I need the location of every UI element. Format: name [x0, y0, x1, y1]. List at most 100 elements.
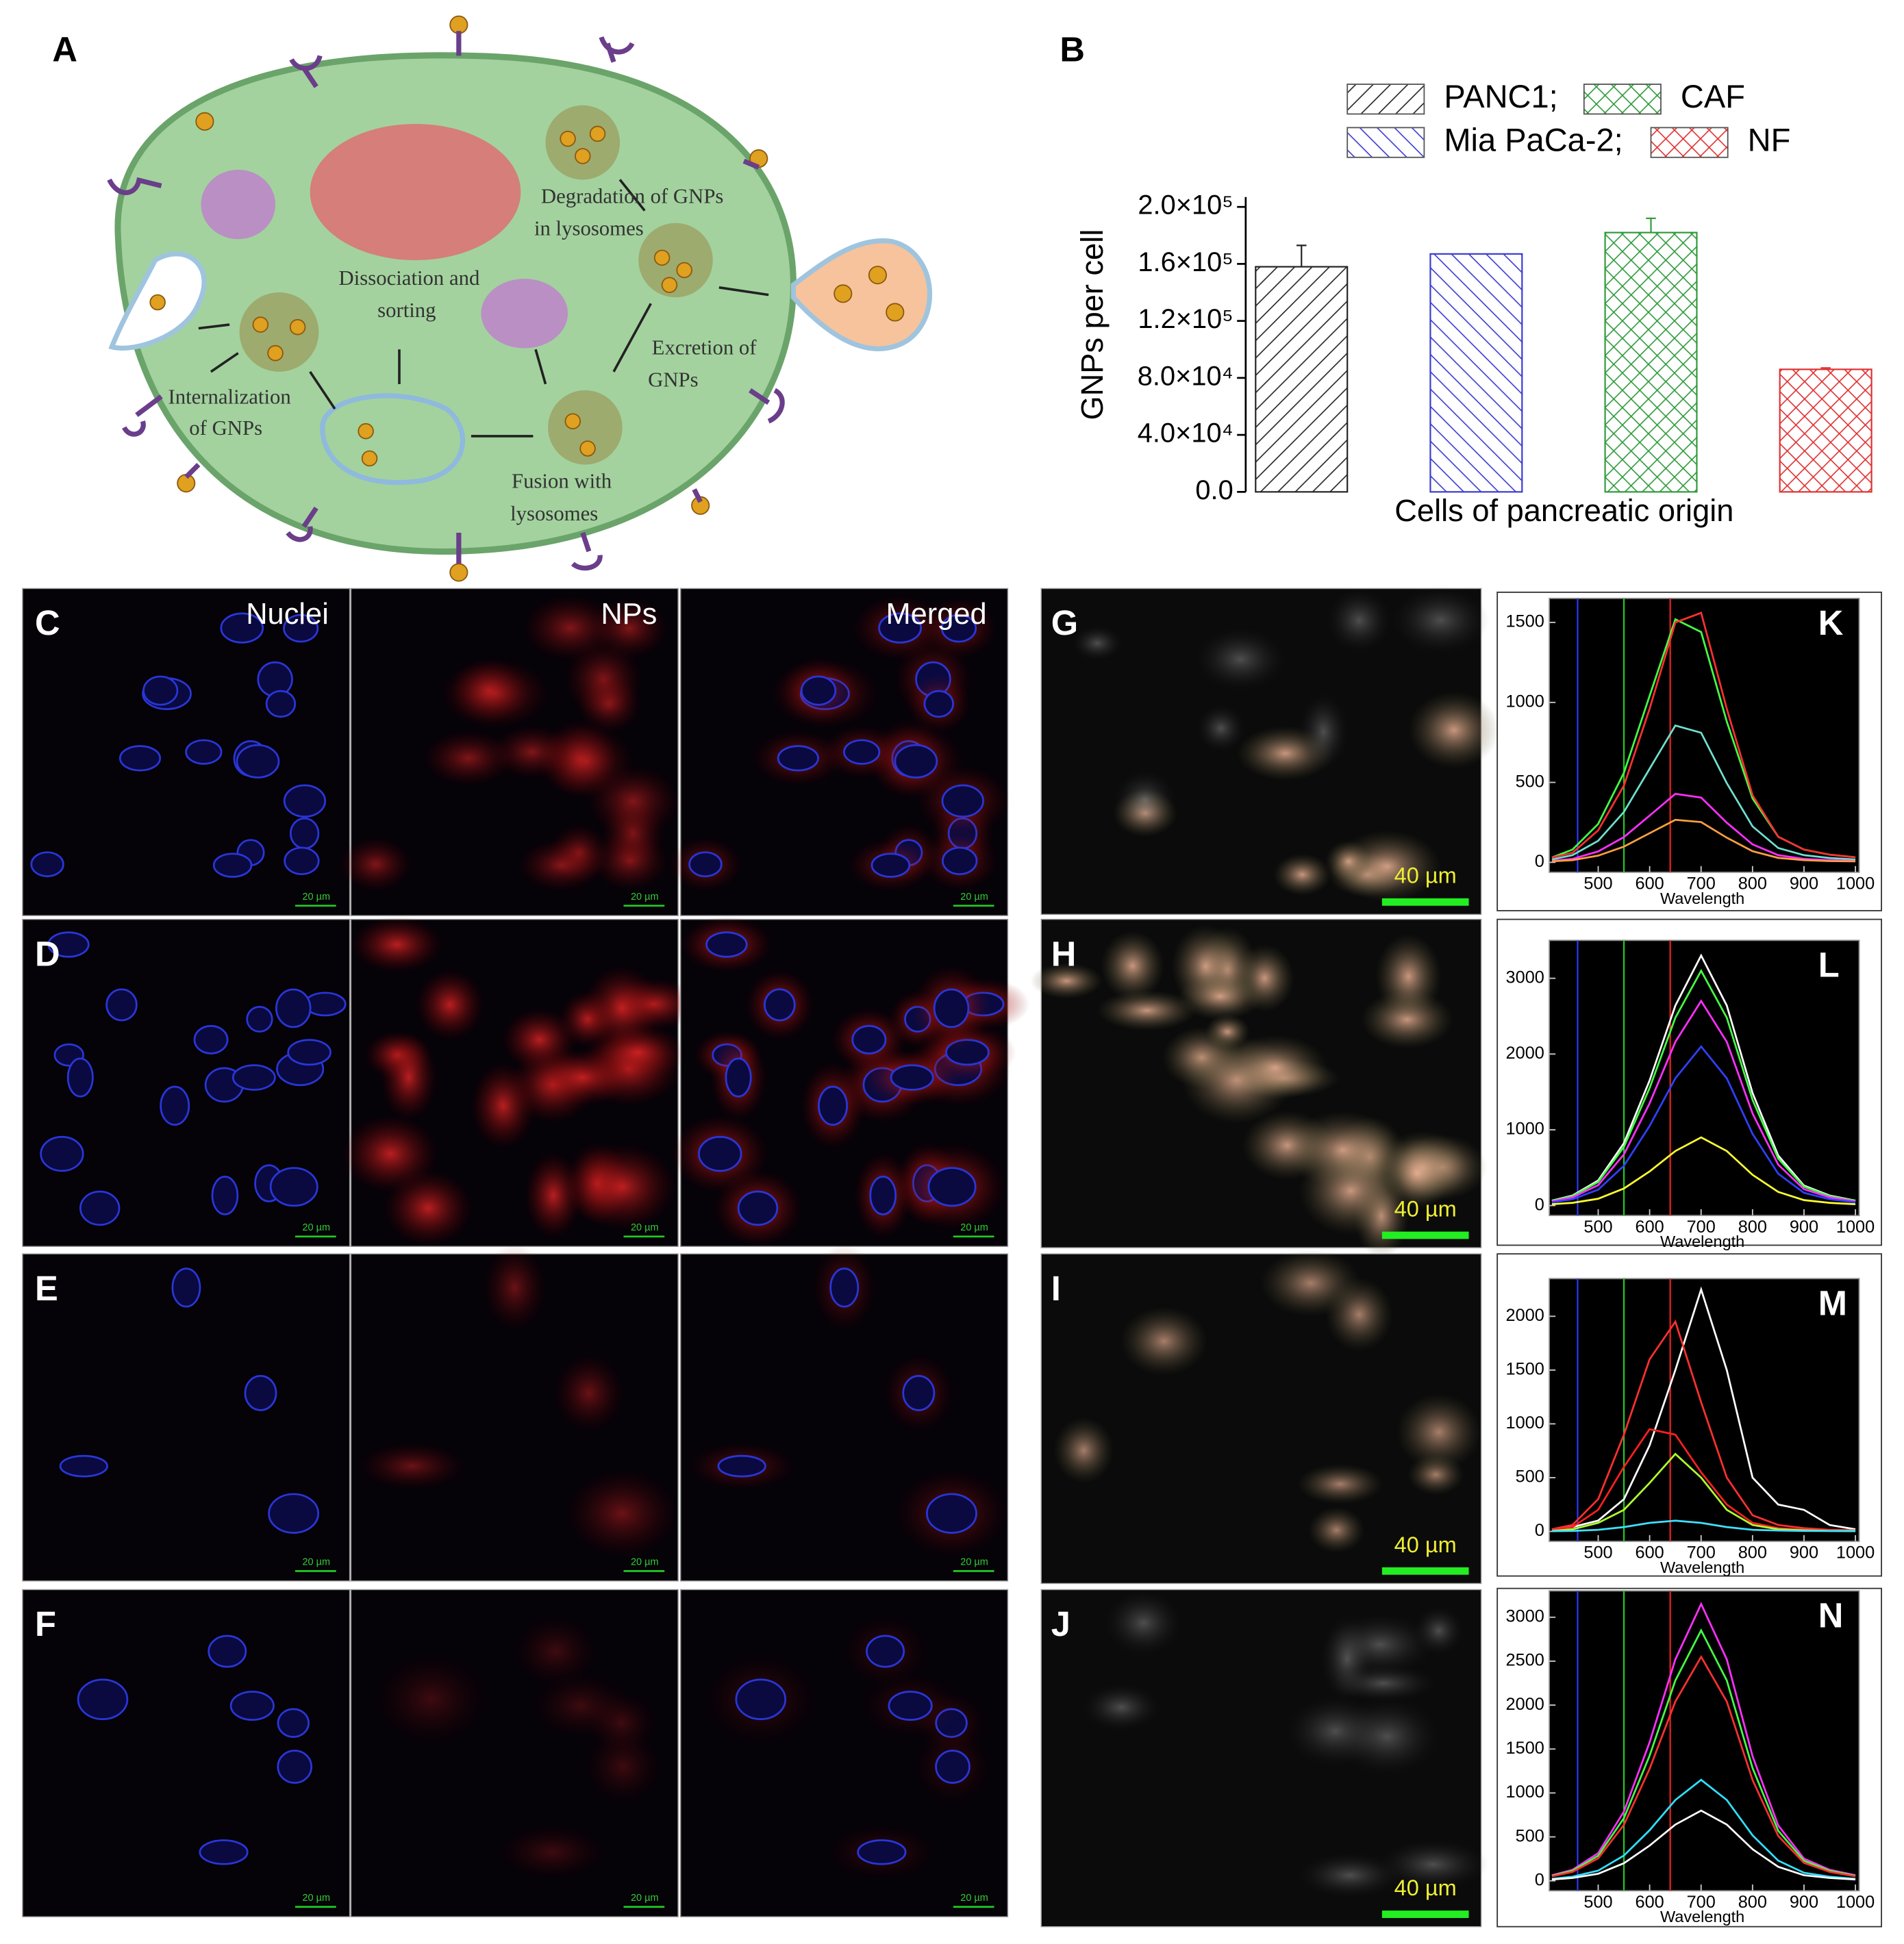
- np-signal: [497, 1824, 607, 1880]
- nucleus: [857, 1839, 907, 1865]
- y-tick-label: 0: [1535, 1521, 1544, 1540]
- cell: [1273, 853, 1331, 896]
- y-tick-label: 2500: [1506, 1651, 1544, 1670]
- np-signal: [338, 836, 413, 892]
- receptors: [107, 31, 785, 571]
- np-signal: [531, 1673, 630, 1739]
- micrograph-content: [704, 1615, 992, 1880]
- np-signal: [582, 965, 661, 1052]
- nucleus: [284, 846, 320, 875]
- panel-label: C: [35, 603, 60, 642]
- x-axis-title: Wavelength: [1660, 889, 1744, 907]
- cell: [1396, 1393, 1482, 1471]
- spectrum-line: [1551, 1628, 1856, 1877]
- x-tick-label: 900: [1790, 1217, 1818, 1237]
- np-signal: [584, 1730, 662, 1804]
- organelle: [201, 169, 276, 240]
- cell: [1375, 933, 1442, 1019]
- bar: [1255, 266, 1349, 493]
- nucleus: [287, 1039, 331, 1066]
- y-tick-label: 1500: [1506, 612, 1544, 631]
- nucleus: [160, 1085, 190, 1126]
- legend-label: PANC1;: [1444, 78, 1557, 114]
- spectrum-line: [1551, 1136, 1856, 1205]
- legend-swatch: [1650, 127, 1729, 158]
- spectrum-line: [1551, 818, 1856, 863]
- cell-diagram: A: [52, 15, 932, 582]
- x-tick-label: 700: [1687, 1543, 1716, 1563]
- np-signal: [565, 1469, 679, 1558]
- nucleus: [277, 1750, 313, 1784]
- panel-label: K: [1818, 603, 1844, 642]
- spectrum-line: [1551, 1045, 1856, 1204]
- nucleus: [40, 1135, 84, 1172]
- panel-label: D: [35, 934, 60, 973]
- cell: [1326, 588, 1392, 653]
- error-bar: [1646, 217, 1656, 233]
- nucleus: [211, 1175, 239, 1215]
- nucleus: [725, 1057, 752, 1098]
- cell: [1097, 990, 1197, 1031]
- x-tick-label: 600: [1635, 874, 1664, 894]
- spectrum-line: [1551, 792, 1856, 862]
- np-signal: [358, 1442, 466, 1490]
- nucleus: [246, 1005, 273, 1033]
- x-tick-label: 700: [1687, 1893, 1716, 1912]
- y-tick-label: 1.6×10⁵: [1138, 247, 1233, 277]
- nucleus: [244, 1375, 277, 1411]
- nucleus: [698, 1135, 742, 1172]
- cell: [1320, 1615, 1374, 1702]
- nucleus: [902, 1375, 936, 1411]
- cell: [1297, 1852, 1402, 1898]
- np-signal: [422, 730, 515, 787]
- micrograph-content: [374, 1615, 662, 1880]
- spectrum-line: [1551, 1519, 1856, 1532]
- nucleus: [30, 851, 64, 878]
- scale-label: 40 µm: [1394, 863, 1457, 888]
- scale-label: 20 µm: [960, 1222, 988, 1233]
- nucleus: [275, 988, 312, 1028]
- nucleus: [801, 675, 837, 706]
- y-tick-label: 2000: [1506, 1695, 1544, 1714]
- y-tick-label: 2.0×10⁵: [1138, 190, 1233, 220]
- cell: [1072, 625, 1123, 661]
- nucleus: [818, 1085, 848, 1126]
- x-tick-label: 800: [1738, 1217, 1767, 1237]
- micrograph-content: [77, 1634, 313, 1865]
- nucleus: [870, 853, 911, 878]
- cell: [1223, 1035, 1328, 1100]
- nucleus: [866, 1634, 905, 1668]
- bar: [1604, 231, 1698, 493]
- organelle: [481, 279, 568, 349]
- cell: [1377, 1839, 1489, 1890]
- np-signal: [586, 765, 680, 837]
- np-signal: [415, 969, 485, 1041]
- gnps: [149, 15, 905, 582]
- diagram-label: GNPs: [648, 368, 698, 391]
- nucleus: [142, 675, 179, 706]
- spectrum-line: [1551, 1654, 1856, 1878]
- nucleus: [208, 1634, 247, 1668]
- cell: [1308, 1506, 1365, 1554]
- legend-swatch: [1346, 84, 1425, 115]
- scale-label: 20 µm: [960, 1557, 988, 1568]
- cell: [1325, 1277, 1393, 1352]
- np-signal: [524, 1152, 583, 1239]
- legend-label: CAF: [1681, 78, 1745, 114]
- x-tick-label: 800: [1738, 874, 1767, 894]
- legend-swatch: [1583, 84, 1662, 115]
- cell: [1335, 1697, 1440, 1776]
- cell: [1299, 693, 1349, 770]
- nucleus: [277, 1708, 310, 1738]
- cell: [1177, 972, 1264, 1020]
- panel-label: H: [1051, 934, 1077, 973]
- nucleus: [212, 853, 253, 878]
- np-signal: [590, 597, 668, 659]
- micrograph-content: [59, 1267, 320, 1534]
- nucleus: [229, 1691, 275, 1721]
- np-signal: [568, 1143, 677, 1230]
- y-tick-label: 2000: [1506, 1306, 1544, 1325]
- column-title: Nuclei: [246, 598, 329, 631]
- diagram-label: Degradation of GNPs: [541, 185, 723, 208]
